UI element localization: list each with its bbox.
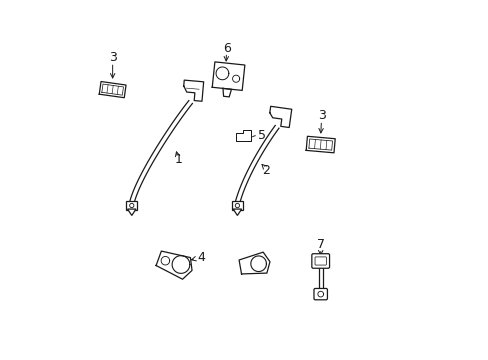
Polygon shape (156, 251, 192, 279)
Polygon shape (235, 130, 251, 141)
Text: 6: 6 (223, 42, 231, 55)
Polygon shape (269, 106, 291, 127)
Polygon shape (183, 80, 203, 101)
Text: 7: 7 (316, 238, 324, 251)
FancyBboxPatch shape (126, 201, 137, 210)
Polygon shape (127, 209, 136, 215)
Circle shape (129, 203, 134, 208)
Text: 3: 3 (108, 51, 116, 64)
FancyBboxPatch shape (311, 254, 329, 268)
Circle shape (235, 203, 239, 208)
FancyBboxPatch shape (314, 257, 325, 265)
Polygon shape (233, 209, 241, 215)
Text: 3: 3 (317, 109, 325, 122)
FancyBboxPatch shape (313, 288, 327, 300)
Polygon shape (212, 62, 244, 90)
Text: 2: 2 (262, 163, 270, 176)
Polygon shape (223, 89, 231, 97)
Polygon shape (239, 252, 269, 274)
FancyBboxPatch shape (231, 201, 243, 210)
Text: 4: 4 (197, 252, 205, 265)
Text: 5: 5 (257, 129, 265, 142)
Text: 1: 1 (175, 153, 183, 166)
